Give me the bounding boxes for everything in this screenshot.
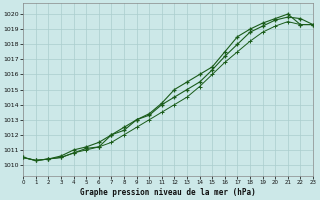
X-axis label: Graphe pression niveau de la mer (hPa): Graphe pression niveau de la mer (hPa) [80,188,256,197]
